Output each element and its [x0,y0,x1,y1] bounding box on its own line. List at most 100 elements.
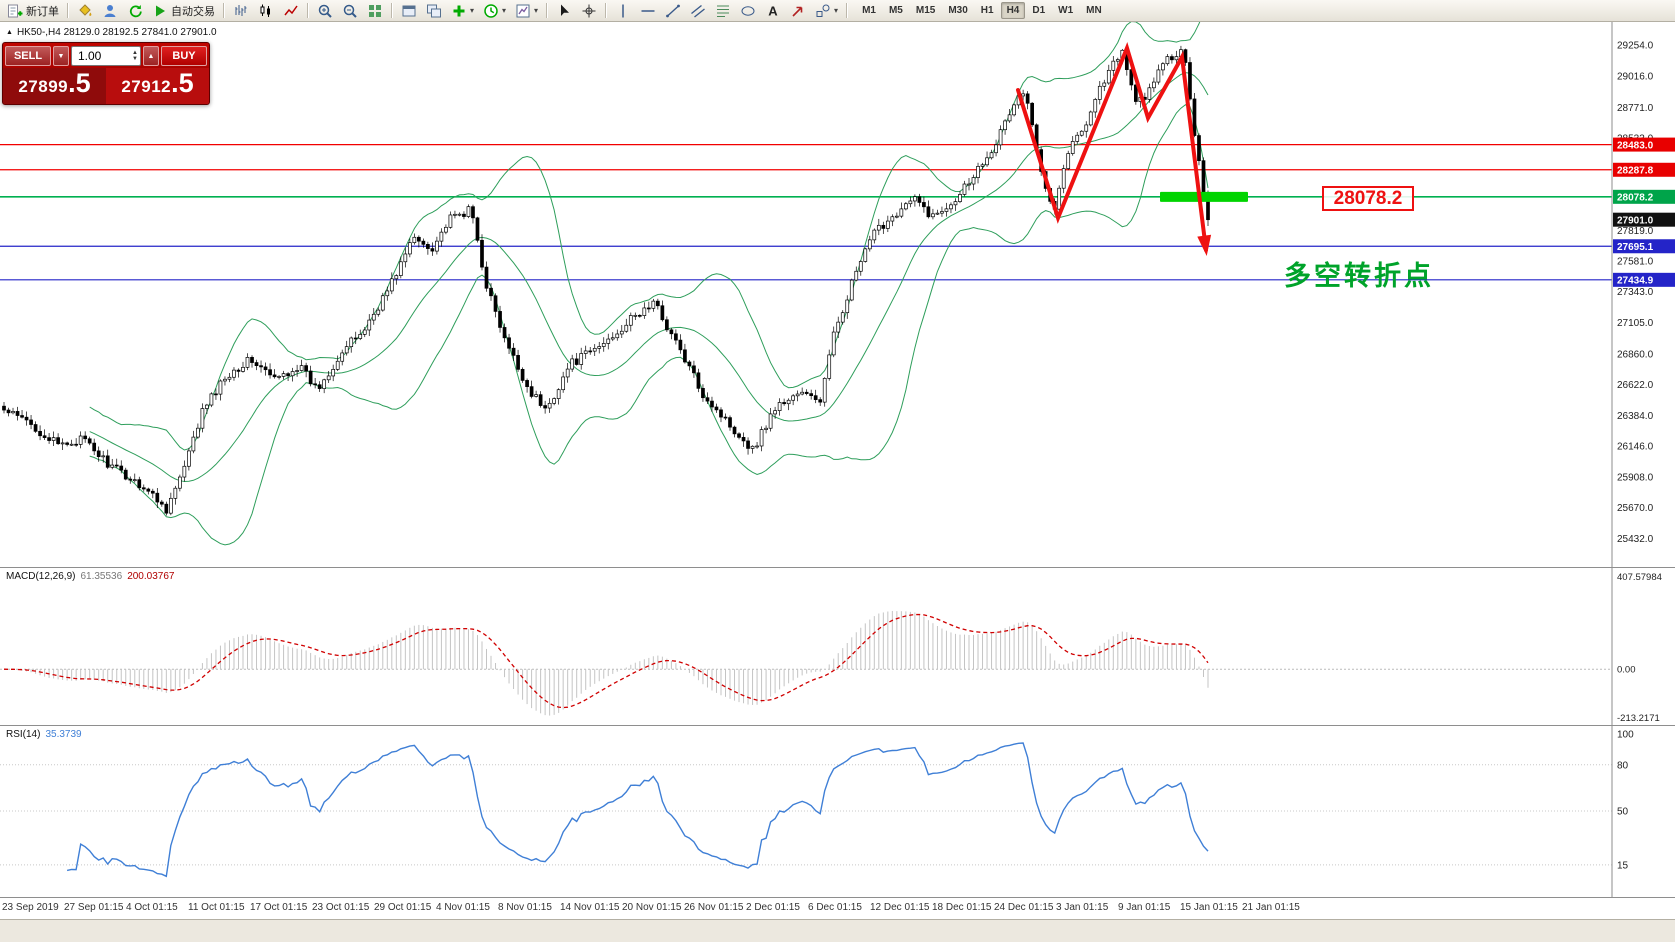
bar-chart-button[interactable] [229,0,253,21]
cursor-button[interactable] [552,0,576,21]
support-highlight-bar [1160,191,1248,202]
rsi-label: RSI(14) 35.3739 [6,729,82,740]
time-label: 15 Jan 01:15 [1180,902,1238,913]
equidistant-channel-button[interactable] [686,0,710,21]
styles-button[interactable] [73,0,97,21]
tline-icon [666,4,680,17]
spin-down-icon[interactable]: ▼ [132,56,138,62]
chart-symbol-title: ▲ HK50-,H4 28129.0 28192.5 27841.0 27901… [6,27,217,38]
time-label: 4 Oct 01:15 [126,902,178,913]
templates-button[interactable]: ▾ [511,0,542,21]
rsi-axis-label: 100 [1617,730,1634,741]
timeframe-group: M1 M5 M15 M30 H1 H4 D1 W1 MN [856,2,1108,19]
sell-price[interactable]: 27899.5 [3,68,106,104]
chart-list-button[interactable] [422,0,446,21]
price-axis-label: 26860.0 [1617,350,1654,361]
time-label: 8 Nov 01:15 [498,902,552,913]
rsi-svg: 100 80 50 15 [0,726,1675,898]
new-order-button[interactable]: 新订单 [3,0,63,21]
neworder-icon [8,4,23,17]
all-objects-button[interactable]: ▾ [811,0,842,21]
buy-button[interactable]: BUY [161,46,207,66]
spin-up-icon[interactable]: ▲ [132,50,138,56]
horizontal-line-button[interactable] [636,0,660,21]
shapes-icon [741,5,755,16]
periods-button[interactable]: ▾ [479,0,510,21]
time-label: 29 Oct 01:15 [374,902,432,913]
tile-windows-button[interactable] [363,0,387,21]
text-label-button[interactable]: A [761,0,785,21]
time-label: 20 Nov 01:15 [622,902,682,913]
price-badge-label: 27434.9 [1617,276,1654,287]
price-chart-svg[interactable]: 29254.029016.028771.028533.028295.028057… [0,22,1675,567]
indicators-button[interactable]: ▾ [447,0,478,21]
timeframe-m5[interactable]: M5 [888,5,903,16]
time-label: 26 Nov 01:15 [684,902,744,913]
line-chart-button[interactable] [279,0,303,21]
cycle-icon [129,4,142,17]
sell-price-main: 27899 [18,77,69,96]
price-axis-label: 27581.0 [1617,256,1654,267]
candlestick-chart-button[interactable] [254,0,278,21]
buy-price-frac: .5 [171,68,194,98]
auto-trading-button[interactable]: 自动交易 [148,0,219,21]
fibo-icon [717,5,730,17]
toolbar-separator [223,3,225,18]
timeframe-m1[interactable]: M1 [862,5,876,16]
zoom-out-button[interactable] [338,0,362,21]
dropdown-caret-icon: ▾ [470,5,475,15]
symbol-ohlc-text: HK50-,H4 28129.0 28192.5 27841.0 27901.0 [16,27,217,38]
timeframe-m30[interactable]: M30 [948,5,968,16]
crosshair-button[interactable] [577,0,601,21]
rsi-indicator-pane[interactable]: 100 80 50 15 RSI(14) 35.3739 [0,725,1675,898]
time-label: 2 Dec 01:15 [746,902,800,913]
zoomin-icon [318,4,332,18]
time-axis: 23 Sep 2019 27 Sep 01:15 4 Oct 01:15 11 Oct… [0,897,1675,919]
price-badge [1613,239,1675,254]
macd-axis-label: -213.2171 [1617,713,1660,724]
trendline-button[interactable] [661,0,685,21]
new-chart-button[interactable] [397,0,421,21]
buy-price[interactable]: 27912.5 [106,68,209,104]
profiles-button[interactable] [98,0,122,21]
sell-button[interactable]: SELL [5,46,51,66]
zoomout-icon [343,4,357,18]
zoom-in-button[interactable] [313,0,337,21]
timeframe-mn[interactable]: MN [1086,5,1102,16]
cursor-icon [561,4,570,16]
price-chart-pane[interactable]: 29254.029016.028771.028533.028295.028057… [0,22,1675,567]
one-click-trading-panel: SELL ▼ 1.00 ▲ ▼ ▲ BUY 27899.5 27912.5 [2,42,210,105]
timeframe-d1[interactable]: D1 [1032,5,1046,16]
price-axis-label: 25670.0 [1617,503,1654,514]
toolbar-separator [307,3,309,18]
toolbar-separator [546,3,549,18]
volume-spinner[interactable]: ▲ ▼ [132,50,138,62]
timeframe-w1[interactable]: W1 [1058,5,1074,16]
time-label: 6 Dec 01:15 [808,902,862,913]
fibonacci-button[interactable] [711,0,735,21]
objects-icon [816,4,830,17]
volume-decrease-button[interactable]: ▼ [53,46,69,66]
price-axis-label: 28771.0 [1617,103,1654,114]
refresh-button[interactable] [123,0,147,21]
volume-increase-button[interactable]: ▲ [143,46,159,66]
main-toolbar: 新订单 自动交易 ▾ ▾ ▾ A ▾ M1 M5 M15 M30 H1 H4 D1 W1 MN [0,0,1675,22]
macd-indicator-pane[interactable]: 407.57984 0.00 -213.2171 MACD(12,26,9) 61.3… [0,567,1675,726]
price-axis-label: 26622.0 [1617,380,1654,391]
shapes-button[interactable] [736,0,760,21]
toolbar-separator [846,3,849,18]
timeframe-h1[interactable]: H1 [980,5,994,16]
price-badge [1613,212,1675,227]
macd-signal-value: 200.03767 [127,571,175,582]
vertical-line-button[interactable] [611,0,635,21]
price-axis-label: 27343.0 [1617,287,1654,298]
bollinger-band-line [89,104,1209,546]
sell-price-frac: .5 [68,68,91,98]
price-axis-label: 26146.0 [1617,442,1654,453]
timeframe-m15[interactable]: M15 [915,5,936,16]
volume-input[interactable]: 1.00 ▲ ▼ [71,46,141,66]
arrow-objects-button[interactable] [786,0,810,21]
timeframe-h4[interactable]: H4 [1000,2,1026,19]
dropdown-caret-icon: ▾ [502,5,507,15]
win-icon [402,5,416,16]
